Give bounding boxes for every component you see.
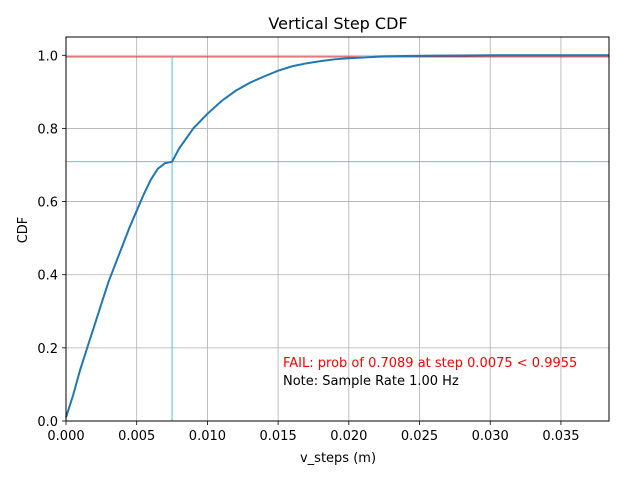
x-tick-label: 0.035 — [542, 429, 579, 444]
sample-rate-note: Note: Sample Rate 1.00 Hz — [283, 374, 459, 389]
x-tick-label: 0.025 — [401, 429, 438, 444]
fail-annotation: FAIL: prob of 0.7089 at step 0.0075 < 0.… — [283, 356, 577, 371]
x-axis-ticks: 0.000 0.005 0.010 0.015 0.020 0.025 0.030 0.035 — [47, 421, 580, 444]
x-axis-title: v_steps (m) — [300, 451, 376, 466]
y-tick-label: 0.6 — [37, 196, 58, 211]
y-axis-title: CDF — [16, 217, 31, 244]
plot-frame — [65, 36, 610, 422]
x-tick-label: 0.015 — [260, 429, 297, 444]
reference-lines — [66, 56, 609, 421]
y-tick-label: 1.0 — [37, 49, 58, 64]
x-tick-label: 0.005 — [118, 429, 155, 444]
y-tick-label: 0.0 — [37, 415, 58, 430]
y-tick-label: 0.4 — [37, 269, 58, 284]
x-tick-label: 0.030 — [472, 429, 509, 444]
x-tick-label: 0.010 — [189, 429, 226, 444]
y-tick-label: 0.8 — [37, 122, 58, 137]
cdf-series-line — [65, 54, 609, 418]
y-axis-ticks: 0.0 0.2 0.4 0.6 0.8 1.0 — [37, 49, 66, 430]
chart-title: Vertical Step CDF — [268, 14, 407, 33]
x-tick-label: 0.020 — [330, 429, 367, 444]
y-tick-label: 0.2 — [37, 342, 58, 357]
x-tick-label: 0.000 — [47, 429, 84, 444]
